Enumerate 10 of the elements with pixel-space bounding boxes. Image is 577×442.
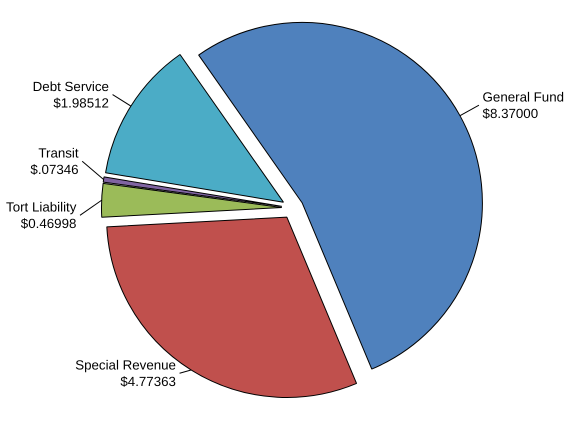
data-label: $8.37000: [482, 106, 538, 121]
data-label: $4.77363: [120, 374, 176, 389]
slice-label: Transit: [38, 145, 79, 160]
data-label: $.07346: [30, 162, 79, 177]
slice-label: General Fund: [482, 89, 564, 104]
slice-label: Special Revenue: [75, 357, 176, 372]
data-label: $1.98512: [53, 95, 109, 110]
data-label: $0.46998: [20, 216, 76, 232]
slice-label: Tort Liability: [6, 200, 77, 215]
slice-label: Debt Service: [32, 78, 109, 94]
